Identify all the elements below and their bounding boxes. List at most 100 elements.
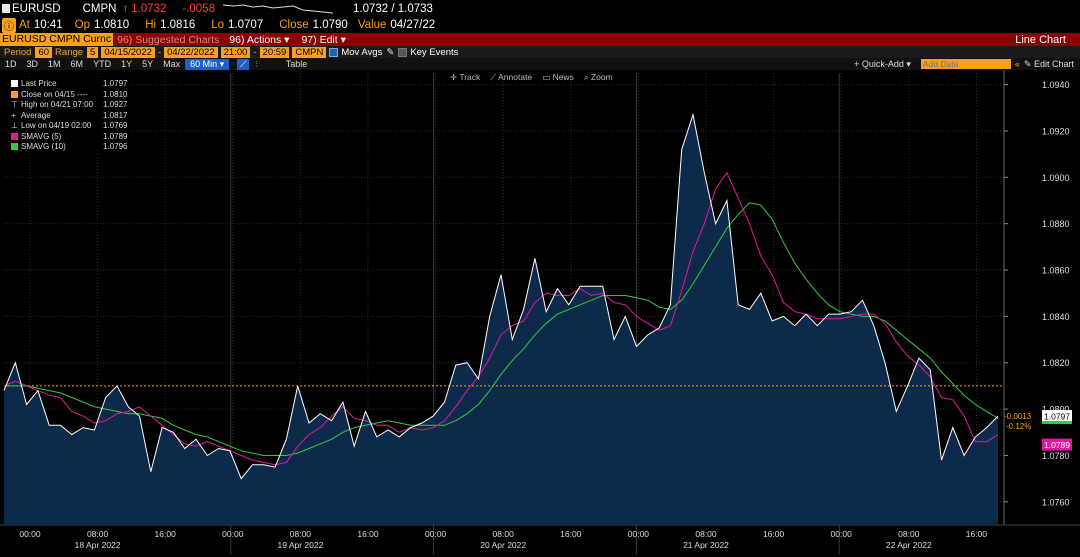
y-tick-label: 1.0920 xyxy=(1042,126,1070,136)
y-tick-label: 1.0780 xyxy=(1042,451,1070,461)
info-icon[interactable]: ⓘ xyxy=(2,17,16,33)
price-area-fill xyxy=(4,114,998,525)
range-field[interactable]: 5 xyxy=(87,46,99,58)
y-tick-label: 1.0940 xyxy=(1042,80,1070,90)
up-arrow-icon: ↑ xyxy=(122,2,129,15)
interval-dropdown[interactable]: 60 Min ▾ xyxy=(185,58,230,70)
news-tool[interactable]: ▭ News xyxy=(542,72,574,82)
low-value: 1.0707 xyxy=(228,19,264,31)
x-time-label: 16:00 xyxy=(966,529,988,539)
x-date-label: 21 Apr 2022 xyxy=(683,540,729,550)
table-button[interactable]: Table xyxy=(285,59,308,69)
net-change: -.0058 xyxy=(182,2,215,15)
bar-chart-icon[interactable]: ⫶ xyxy=(255,58,258,69)
x-time-label: 16:00 xyxy=(763,529,785,539)
at-label: At xyxy=(19,19,30,31)
ticker-symbol[interactable]: EURUSD xyxy=(12,2,61,15)
legend-swatch xyxy=(11,90,18,98)
range-btn-5y[interactable]: 5Y xyxy=(142,59,154,69)
value-label: Value xyxy=(357,19,387,31)
low-marker-icon: ⊥ xyxy=(11,121,18,130)
edit-menu[interactable]: 97) Edit ▾ xyxy=(301,33,346,46)
x-date-label: 20 Apr 2022 xyxy=(480,540,526,550)
range-btn-3d[interactable]: 3D xyxy=(26,59,39,69)
at-time: 10:41 xyxy=(33,19,63,31)
range-btn-max[interactable]: Max xyxy=(163,59,181,69)
y-tick-label: 1.0760 xyxy=(1042,497,1070,507)
range-btn-ytd[interactable]: YTD xyxy=(93,59,112,69)
x-time-label: 00:00 xyxy=(831,529,853,539)
x-time-label: 08:00 xyxy=(695,529,717,539)
x-time-label: 08:00 xyxy=(898,529,920,539)
x-time-label: 00:00 xyxy=(222,529,244,539)
end-time-field[interactable]: 20:59 xyxy=(259,46,290,58)
zoom-tool[interactable]: ⌕ Zoom xyxy=(583,72,613,82)
collapse-icon[interactable]: « xyxy=(1014,59,1020,69)
x-time-label: 08:00 xyxy=(290,529,312,539)
x-date-label: 18 Apr 2022 xyxy=(75,540,121,550)
period-field[interactable]: 60 xyxy=(35,46,53,58)
start-time-field[interactable]: 21:00 xyxy=(220,46,251,58)
mov-avgs-checkbox[interactable] xyxy=(329,47,339,57)
last-price-tag xyxy=(1042,410,1072,423)
x-time-label: 00:00 xyxy=(19,529,41,539)
chart-svg[interactable]: 1.0940 1.0920 1.0900 1.0880 1.0860 1.0840 1.08… xyxy=(0,70,1080,554)
y-tick-label: 1.0840 xyxy=(1042,312,1070,322)
bid-ask: 1.0732 / 1.0733 xyxy=(352,2,433,15)
legend-swatch xyxy=(11,132,18,140)
source-field[interactable]: CMPN xyxy=(292,46,327,58)
sma5-line xyxy=(3,171,999,466)
change-label: -0.0013 xyxy=(1004,412,1032,421)
actions-menu[interactable]: 96) Actions ▾ xyxy=(229,33,290,46)
quote-header: EURUSD CMPN ↑ 1.0732 -.0058 1.0732 / 1.0… xyxy=(0,0,1080,17)
close-value: 1.0790 xyxy=(312,19,348,31)
quick-add-button[interactable]: + Quick-Add ▾ xyxy=(854,58,911,69)
menu-bar: EURUSD CMPN Curnc 96) Suggested Charts 9… xyxy=(0,33,1080,46)
end-date-field[interactable]: 04/22/2022 xyxy=(164,46,218,58)
high-label: Hi xyxy=(145,19,157,31)
settings-bar: Period 60 Range 5 04/15/2022 - 04/22/202… xyxy=(0,46,1080,58)
x-time-label: 08:00 xyxy=(493,529,515,539)
add-data-input[interactable] xyxy=(920,59,1011,69)
chart-type-title: Line Chart xyxy=(1015,33,1066,46)
range-btn-1m[interactable]: 1M xyxy=(48,59,61,69)
quote-stats: ⓘ At 10:41 Op 1.0810 Hi 1.0816 Lo 1.0707… xyxy=(0,17,1080,33)
change-pct-label: -0.12% xyxy=(1006,422,1031,431)
key-events-checkbox[interactable] xyxy=(398,47,408,57)
legend-item: + Average 1.0817 xyxy=(11,110,128,120)
price-chart[interactable]: 1.0940 1.0920 1.0900 1.0880 1.0860 1.0840 1.08… xyxy=(0,70,1080,554)
period-label: Period xyxy=(4,46,32,58)
y-tick-label: 1.0900 xyxy=(1042,173,1070,183)
sparkline xyxy=(222,3,333,13)
value-date: 04/27/22 xyxy=(390,19,436,31)
start-date-field[interactable]: 04/15/2022 xyxy=(101,46,155,58)
legend-item: SMAVG (10) 1.0796 xyxy=(11,142,127,153)
track-tool[interactable]: ✛ Track xyxy=(450,72,481,82)
annotate-tool[interactable]: ⟋ Annotate xyxy=(490,72,533,82)
open-value: 1.0810 xyxy=(94,19,130,31)
x-date-label: 22 Apr 2022 xyxy=(886,540,932,550)
y-tick-label: 1.0820 xyxy=(1042,358,1070,368)
legend-swatch xyxy=(11,80,18,88)
y-tick-label: 1.0860 xyxy=(1042,266,1070,276)
security-field[interactable]: EURUSD CMPN Curnc xyxy=(0,33,114,46)
high-marker-icon: ⊤ xyxy=(11,100,18,109)
legend-item: SMAVG (5) 1.0789 xyxy=(11,132,127,143)
line-chart-icon[interactable]: ⟋ xyxy=(237,58,250,70)
key-events-label: Key Events xyxy=(410,46,459,58)
range-label: Range xyxy=(55,46,84,58)
range-btn-1y[interactable]: 1Y xyxy=(121,59,133,69)
sma10-tag xyxy=(1042,421,1072,425)
x-time-label: 16:00 xyxy=(155,529,177,539)
legend-item: Last Price 1.0797 xyxy=(11,79,127,90)
edit-chart-button[interactable]: ✎ Edit Chart xyxy=(1023,58,1074,69)
range-btn-6m[interactable]: 6M xyxy=(70,59,84,69)
legend-item: ⊤ High on 04/21 07:00 1.0927 xyxy=(11,100,128,109)
x-time-label: 00:00 xyxy=(425,529,447,539)
pencil-icon[interactable]: ✎ xyxy=(386,46,395,58)
chart-legend: Last Price 1.0797 Close on 04/15 ---- 1.08… xyxy=(8,78,131,154)
suggested-charts-menu[interactable]: 96) Suggested Charts xyxy=(117,33,220,46)
close-label: Close xyxy=(279,19,309,31)
last-price-tag-text: 1.0797 xyxy=(1044,412,1070,422)
range-btn-1d[interactable]: 1D xyxy=(5,59,17,69)
